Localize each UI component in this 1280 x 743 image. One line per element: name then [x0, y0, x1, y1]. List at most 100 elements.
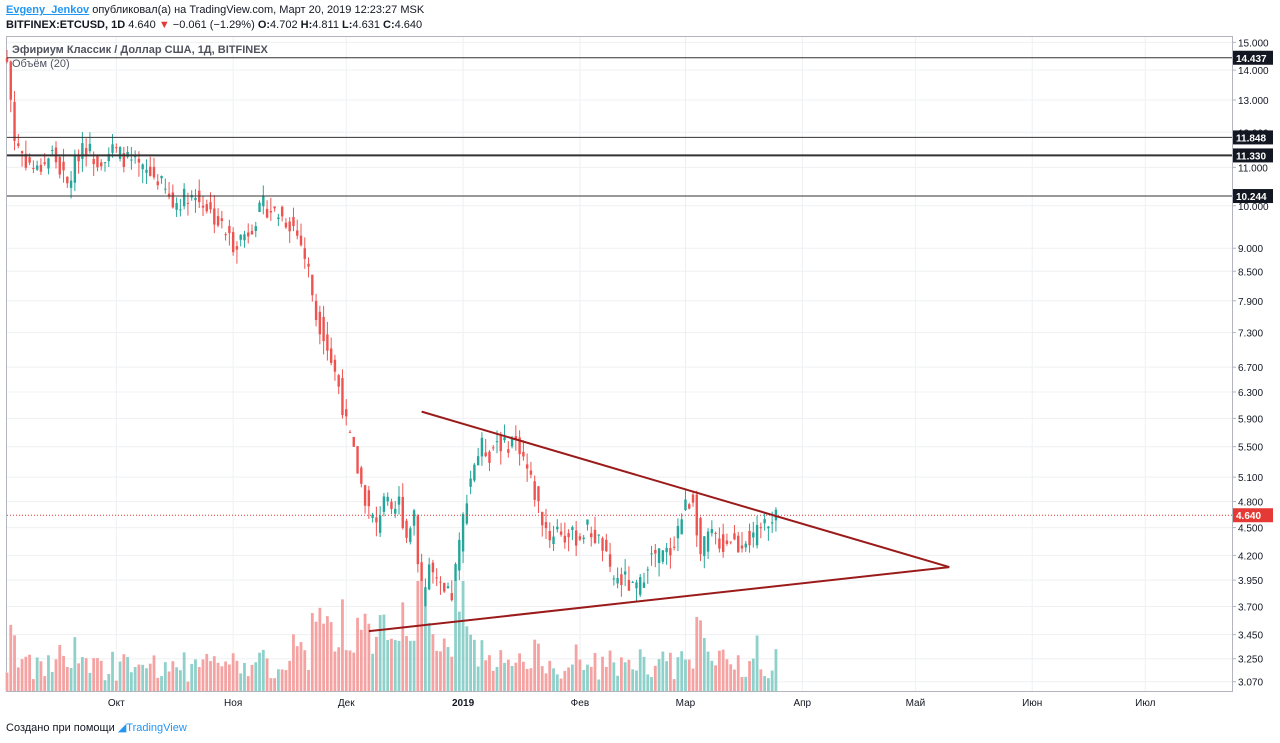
volume-bar [310, 613, 314, 691]
y-tick-label: 5.100 [1238, 473, 1263, 484]
author-link[interactable]: Evgeny_Jenkov [6, 4, 90, 16]
candle-body [620, 574, 623, 586]
volume-bar [759, 669, 763, 691]
candle-body [228, 226, 231, 234]
volume-bar [525, 668, 529, 691]
candle-body [100, 162, 103, 167]
volume-bar [684, 659, 687, 691]
close-value: 4.640 [394, 19, 423, 31]
volume-bar [751, 658, 755, 691]
level-label-box [1233, 50, 1273, 65]
tradingview-logo-text[interactable]: TradingView [126, 722, 187, 734]
close-label: C: [383, 19, 395, 31]
y-tick-label: 8.500 [1238, 267, 1263, 278]
volume-bar [442, 638, 446, 691]
last-price-label: 4.640 [1236, 511, 1261, 522]
volume-bar [567, 667, 571, 691]
candle-body [684, 499, 687, 511]
volume-bar [623, 662, 627, 691]
candle-body [582, 537, 585, 540]
candle-body [499, 435, 502, 452]
candle-body [518, 437, 521, 455]
candle-body [654, 549, 657, 554]
volume-bar [261, 649, 265, 691]
x-tick-label: Мар [676, 698, 696, 709]
volume-bar [597, 679, 601, 691]
volume-bar [367, 623, 371, 691]
volume-bar [363, 613, 367, 691]
candle-body [424, 587, 427, 607]
volume-bar [638, 649, 642, 691]
volume-bar [84, 658, 88, 691]
volume-bar [397, 640, 401, 691]
candle-body [665, 547, 668, 553]
candle-body [657, 548, 661, 564]
open-value: 4.702 [270, 19, 298, 31]
candle-body [62, 161, 65, 171]
candle-body [356, 446, 359, 474]
volume-bar [156, 677, 160, 691]
volume-bar [491, 670, 495, 691]
candle-body [333, 359, 337, 372]
volume-bar [733, 669, 736, 691]
candle-body [81, 143, 84, 160]
volume-bar [197, 667, 201, 691]
volume-bar [555, 674, 559, 691]
volume-bar [476, 666, 480, 691]
chart-frame[interactable] [6, 36, 1233, 692]
y-tick-label: 3.250 [1238, 655, 1263, 666]
candle-body [461, 514, 465, 552]
y-tick-label: 7.300 [1238, 329, 1263, 340]
volume-bar [740, 676, 744, 691]
volume-bar [721, 649, 725, 691]
candle-body [593, 529, 597, 543]
candle-body [672, 546, 676, 548]
candle-body [492, 447, 495, 449]
volume-bar [43, 676, 47, 691]
tradingview-logo-icon[interactable]: ◢ [117, 722, 127, 734]
volume-bar [770, 670, 774, 691]
candle-body [710, 529, 714, 534]
x-tick-label: Май [906, 698, 926, 709]
volume-bar [28, 654, 32, 691]
volume-bar [141, 664, 145, 691]
candle-body [559, 531, 563, 535]
volume-bar [348, 650, 352, 691]
volume-bar [657, 659, 661, 691]
candle-body [488, 451, 491, 463]
candle-body [416, 515, 420, 565]
volume-bar [744, 676, 748, 691]
candle-body [277, 217, 280, 220]
volume-bar [668, 652, 672, 691]
candle-body [17, 143, 20, 146]
volume-bar [114, 680, 118, 691]
candle-body [484, 452, 487, 457]
volume-bar [702, 637, 706, 691]
candle-body [590, 533, 593, 538]
y-tick-label: 7.900 [1238, 297, 1263, 308]
price-change: −0.061 (−1.29%) [172, 19, 255, 31]
candle-body [390, 501, 393, 510]
volume-bar [416, 581, 420, 691]
candle-body [725, 540, 729, 544]
volume-bar [506, 659, 510, 691]
last-price: 4.640 [128, 19, 156, 31]
volume-bar [205, 653, 209, 691]
candle-body [224, 234, 227, 236]
candle-body [382, 496, 386, 512]
volume-bar [175, 667, 179, 691]
volume-bar [533, 639, 537, 691]
volume-bar [69, 668, 73, 691]
candle-body [111, 144, 114, 153]
candle-body [623, 571, 627, 575]
volume-bar [457, 611, 461, 691]
low-value: 4.631 [352, 19, 380, 31]
volume-bar [314, 621, 318, 691]
y-tick-label: 13.000 [1238, 96, 1269, 107]
y-tick-label: 3.070 [1238, 678, 1263, 689]
volume-bar [288, 660, 292, 691]
level-label: 11.330 [1236, 151, 1266, 162]
candle-body [409, 528, 412, 543]
volume-bar [5, 672, 9, 691]
